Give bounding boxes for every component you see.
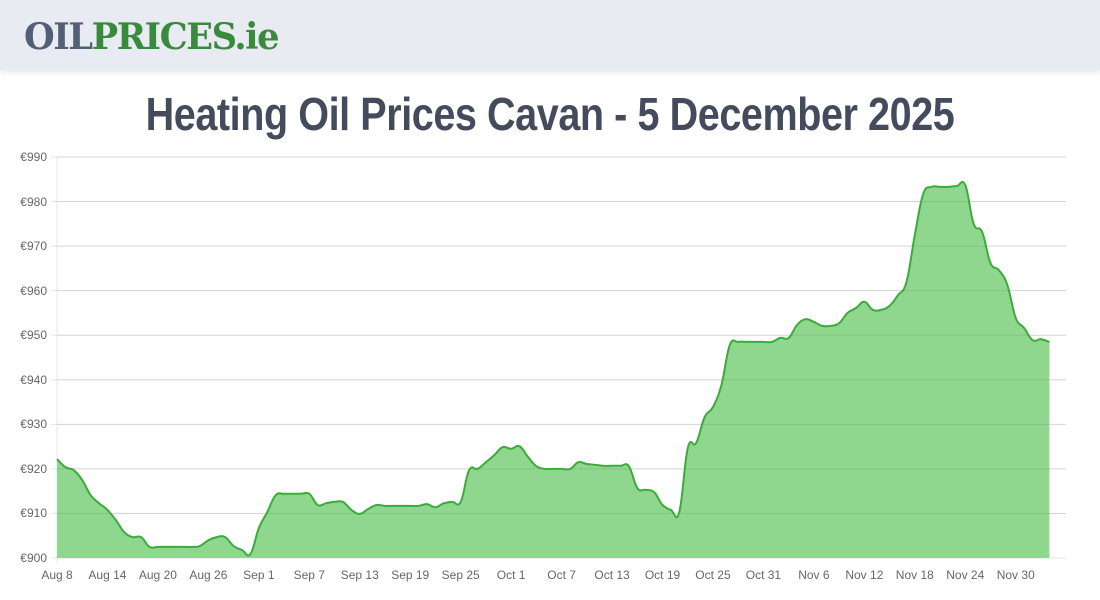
chart-plot-area[interactable] [0,140,1100,600]
price-area-fill [57,181,1050,558]
x-tick-label: Nov 24 [946,568,985,582]
y-tick-label: €980 [20,194,47,209]
y-tick-label: €950 [20,328,47,343]
x-tick-label: Sep 25 [441,568,480,582]
site-header: OILPRICES.ie [0,0,1100,70]
x-tick-label: Aug 26 [189,568,228,582]
x-tick-label: Aug 20 [138,568,177,582]
x-tick-label: Sep 19 [391,568,430,582]
y-tick-label: €930 [20,417,47,432]
x-tick-label: Aug 8 [41,568,73,582]
x-tick-label: Oct 19 [644,568,681,582]
x-tick-label: Aug 14 [88,568,127,582]
y-tick-label: €940 [20,372,47,387]
y-tick-label: €920 [20,461,47,476]
logo-prices-text: PRICES.ie [91,16,280,58]
price-line [56,180,1050,557]
x-tick-label: Nov 6 [798,568,830,582]
x-tick-label: Oct 31 [745,568,782,582]
y-tick-label: €910 [20,506,47,521]
x-tick-label: Oct 25 [695,568,731,582]
page-title: Heating Oil Prices Cavan - 5 December 20… [145,88,955,140]
x-tick-label: Oct 1 [496,568,526,582]
price-chart: €900 €910 €920 €930 €940 €950 €960 €970 €980 €990… [0,140,1100,600]
y-tick-label: €960 [20,283,47,298]
x-tick-label: Sep 13 [340,568,379,582]
x-tick-label: Nov 18 [895,568,934,582]
x-tick-label: Sep 1 [243,568,275,582]
y-tick-label: €990 [20,150,47,164]
logo-oil-text: OIL [24,16,93,58]
x-tick-label: Oct 7 [547,568,576,582]
x-tick-label: Nov 30 [996,568,1035,582]
x-tick-label: Oct 13 [594,568,630,582]
x-tick-label: Sep 7 [293,568,325,582]
y-tick-label: €900 [20,551,47,565]
y-tick-label: €970 [20,239,47,254]
site-logo[interactable]: OILPRICES.ie [24,14,280,60]
x-tick-label: Nov 12 [845,568,884,582]
